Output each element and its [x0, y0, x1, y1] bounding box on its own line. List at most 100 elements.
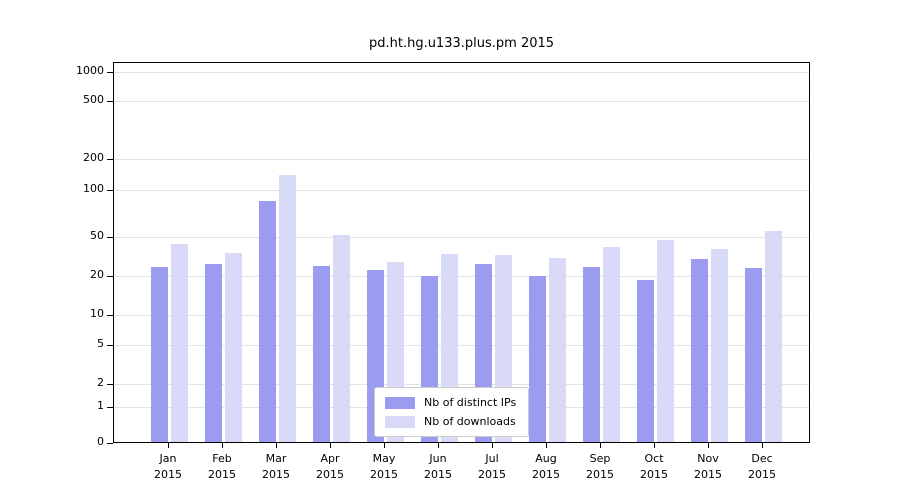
legend-swatch — [385, 415, 415, 428]
y-tick-mark — [107, 276, 113, 277]
y-tick-mark — [107, 237, 113, 238]
x-tick-mark — [654, 443, 655, 448]
legend-item: Nb of distinct IPs — [385, 396, 516, 409]
x-tick-month: Nov — [697, 452, 719, 465]
bar-distinct-ips — [744, 268, 762, 442]
y-tick-label: 100 — [83, 182, 104, 195]
y-tick-mark — [107, 315, 113, 316]
x-tick-label: Dec 2015 — [735, 451, 789, 483]
y-tick-mark — [107, 190, 113, 191]
x-tick-mark — [438, 443, 439, 448]
x-tick-label: Apr 2015 — [303, 451, 357, 483]
gridline — [114, 72, 809, 73]
gridline — [114, 159, 809, 160]
x-tick-month: Apr — [320, 452, 340, 465]
x-tick-month: May — [372, 452, 396, 465]
bar-distinct-ips — [690, 259, 708, 442]
gridline — [114, 190, 809, 191]
bar-downloads — [224, 252, 242, 442]
x-tick-month: Jan — [159, 452, 177, 465]
bar-downloads — [602, 247, 620, 442]
y-tick-label: 10 — [90, 307, 104, 320]
x-tick-month: Dec — [751, 452, 773, 465]
x-tick-month: Aug — [535, 452, 557, 465]
x-tick-label: Jul 2015 — [465, 451, 519, 483]
x-tick-year: 2015 — [532, 468, 560, 481]
x-tick-month: Sep — [589, 452, 611, 465]
legend: Nb of distinct IPs Nb of downloads — [374, 387, 530, 437]
x-tick-mark — [168, 443, 169, 448]
x-tick-mark — [708, 443, 709, 448]
y-tick-mark — [107, 159, 113, 160]
y-tick-mark — [107, 384, 113, 385]
gridline — [114, 345, 809, 346]
x-tick-label: Aug 2015 — [519, 451, 573, 483]
x-tick-year: 2015 — [316, 468, 344, 481]
x-tick-label: Feb 2015 — [195, 451, 249, 483]
x-tick-year: 2015 — [208, 468, 236, 481]
x-tick-mark — [600, 443, 601, 448]
y-tick-mark — [107, 72, 113, 73]
y-tick-label: 1 — [97, 399, 104, 412]
x-tick-month: Jun — [429, 452, 447, 465]
x-tick-mark — [330, 443, 331, 448]
y-tick-mark — [107, 443, 113, 444]
x-tick-label: Nov 2015 — [681, 451, 735, 483]
y-tick-label: 5 — [97, 337, 104, 350]
y-tick-mark — [107, 345, 113, 346]
x-tick-month: Feb — [212, 452, 232, 465]
x-tick-mark — [762, 443, 763, 448]
x-tick-mark — [384, 443, 385, 448]
x-tick-label: Jun 2015 — [411, 451, 465, 483]
bar-distinct-ips — [258, 201, 276, 442]
gridline — [114, 276, 809, 277]
bar-downloads — [764, 231, 782, 442]
y-tick-label: 2 — [97, 376, 104, 389]
x-tick-month: Mar — [265, 452, 287, 465]
gridline — [114, 315, 809, 316]
x-tick-label: Sep 2015 — [573, 451, 627, 483]
bar-distinct-ips — [204, 264, 222, 442]
bar-distinct-ips — [582, 266, 600, 442]
x-tick-mark — [492, 443, 493, 448]
x-tick-label: Oct 2015 — [627, 451, 681, 483]
bar-distinct-ips — [528, 276, 546, 442]
y-tick-label: 20 — [90, 268, 104, 281]
y-tick-mark — [107, 101, 113, 102]
legend-label: Nb of distinct IPs — [424, 396, 517, 409]
bar-downloads — [710, 248, 728, 442]
bar-distinct-ips — [312, 265, 330, 442]
x-tick-label: Jan 2015 — [141, 451, 195, 483]
bar-distinct-ips — [150, 266, 168, 442]
y-tick-label: 1000 — [76, 64, 104, 77]
x-tick-year: 2015 — [694, 468, 722, 481]
x-tick-year: 2015 — [424, 468, 452, 481]
x-tick-year: 2015 — [748, 468, 776, 481]
y-tick-label: 0 — [97, 435, 104, 448]
bar-downloads — [548, 257, 566, 442]
x-tick-month: Jul — [485, 452, 499, 465]
plot-area: Nb of distinct IPs Nb of downloads — [113, 62, 810, 443]
gridline — [114, 237, 809, 238]
x-tick-month: Oct — [644, 452, 664, 465]
bar-downloads — [278, 174, 296, 442]
x-tick-year: 2015 — [640, 468, 668, 481]
y-tick-mark — [107, 407, 113, 408]
bar-downloads — [170, 243, 188, 442]
legend-item: Nb of downloads — [385, 415, 516, 428]
x-tick-label: Mar 2015 — [249, 451, 303, 483]
legend-label: Nb of downloads — [424, 415, 516, 428]
x-tick-year: 2015 — [262, 468, 290, 481]
legend-swatch — [385, 396, 415, 409]
x-tick-year: 2015 — [478, 468, 506, 481]
x-tick-year: 2015 — [370, 468, 398, 481]
y-tick-label: 200 — [83, 151, 104, 164]
x-tick-label: May 2015 — [357, 451, 411, 483]
y-tick-label: 500 — [83, 93, 104, 106]
chart-title: pd.ht.hg.u133.plus.pm 2015 — [368, 36, 555, 51]
gridline — [114, 384, 809, 385]
bar-downloads — [656, 239, 674, 442]
x-tick-mark — [546, 443, 547, 448]
x-tick-year: 2015 — [154, 468, 182, 481]
